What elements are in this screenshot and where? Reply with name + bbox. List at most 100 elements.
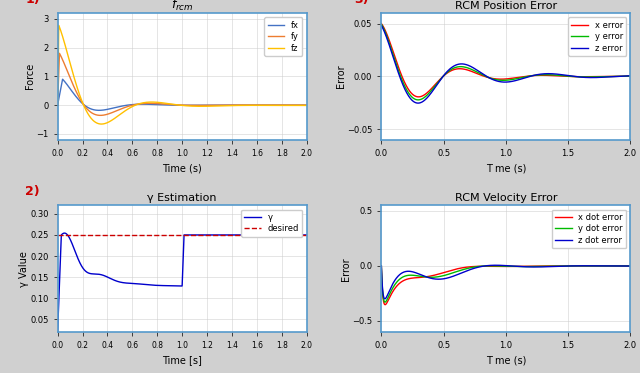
fy <box>56 51 63 56</box>
y dot error <box>627 264 634 268</box>
fx <box>54 103 61 107</box>
z error <box>414 101 422 105</box>
fz <box>98 122 106 126</box>
x dot error <box>378 264 385 268</box>
Legend: fx, fy, fz: fx, fy, fz <box>264 17 303 56</box>
fz <box>54 103 61 107</box>
x dot error <box>627 264 634 268</box>
γ <box>303 233 310 237</box>
γ <box>296 233 303 237</box>
Line: y error: y error <box>381 24 630 100</box>
Y-axis label: Force: Force <box>25 63 35 90</box>
fy <box>296 103 303 107</box>
fz <box>168 102 176 106</box>
Line: y dot error: y dot error <box>381 266 630 302</box>
z error <box>573 75 581 79</box>
x error <box>390 52 398 57</box>
z dot error <box>627 264 634 268</box>
x dot error <box>381 303 389 307</box>
Line: z error: z error <box>381 25 630 103</box>
z dot error <box>492 263 500 267</box>
z error <box>627 73 634 78</box>
z dot error <box>620 264 627 268</box>
x dot error <box>620 264 627 268</box>
y dot error <box>574 264 582 268</box>
z error <box>620 74 627 78</box>
Line: x error: x error <box>381 23 630 97</box>
z error <box>492 78 500 83</box>
y error <box>492 78 500 82</box>
Y-axis label: γ Value: γ Value <box>19 251 29 286</box>
y dot error <box>487 264 495 268</box>
Text: 3): 3) <box>354 0 369 6</box>
fx <box>168 103 176 107</box>
z dot error <box>378 264 385 268</box>
fx <box>95 108 103 113</box>
y error <box>378 22 385 26</box>
fz <box>303 103 310 108</box>
fy <box>168 102 176 107</box>
x error <box>627 74 634 78</box>
desired <box>179 233 186 237</box>
desired <box>54 233 61 237</box>
x dot error <box>554 264 561 268</box>
fz <box>175 103 183 107</box>
y error <box>499 78 506 82</box>
X-axis label: T me (s): T me (s) <box>486 163 526 173</box>
fy <box>54 103 61 107</box>
γ <box>250 233 258 237</box>
y dot error <box>390 283 398 288</box>
Line: fx: fx <box>58 79 307 110</box>
z error <box>499 80 506 84</box>
Title: RCM Position Error: RCM Position Error <box>455 1 557 11</box>
z dot error <box>620 264 627 268</box>
z dot error <box>390 279 398 283</box>
γ <box>54 330 61 334</box>
Title: γ Estimation: γ Estimation <box>147 193 217 203</box>
Line: z dot error: z dot error <box>381 265 630 299</box>
z dot error <box>499 263 506 268</box>
X-axis label: T me (s): T me (s) <box>486 355 526 366</box>
fx <box>303 103 310 107</box>
z error <box>378 23 385 28</box>
x dot error <box>390 287 398 292</box>
fy <box>303 103 310 107</box>
fx <box>175 103 183 107</box>
Y-axis label: Error: Error <box>341 257 351 280</box>
fy <box>97 113 104 117</box>
x error <box>499 77 506 81</box>
x dot error <box>492 264 500 269</box>
γ <box>67 238 74 242</box>
x error <box>492 77 500 81</box>
fz <box>55 23 63 28</box>
y dot error <box>492 264 500 268</box>
y error <box>573 75 581 79</box>
x error <box>415 95 422 99</box>
Line: x dot error: x dot error <box>381 266 630 305</box>
Y-axis label: Error: Error <box>335 65 346 88</box>
Title: $f_{rcm}$: $f_{rcm}$ <box>171 0 193 13</box>
x error <box>620 74 627 78</box>
γ <box>175 284 182 288</box>
fy <box>250 103 258 107</box>
fx <box>59 77 67 81</box>
y error <box>627 74 634 78</box>
γ <box>61 231 68 235</box>
γ <box>168 283 176 288</box>
Legend: x dot error, y dot error, z dot error: x dot error, y dot error, z dot error <box>552 210 626 248</box>
y error <box>620 74 627 78</box>
x error <box>620 74 627 78</box>
fx <box>67 87 74 91</box>
fy <box>175 103 183 107</box>
y error <box>620 74 627 78</box>
Legend: x error, y error, z error: x error, y error, z error <box>568 17 626 56</box>
fz <box>296 103 303 108</box>
X-axis label: Time (s): Time (s) <box>163 163 202 173</box>
y dot error <box>381 300 389 304</box>
Text: 1): 1) <box>25 0 40 6</box>
X-axis label: Time [s]: Time [s] <box>162 355 202 366</box>
y dot error <box>378 264 385 268</box>
fy <box>67 76 74 81</box>
y dot error <box>620 264 627 268</box>
x dot error <box>620 264 627 268</box>
